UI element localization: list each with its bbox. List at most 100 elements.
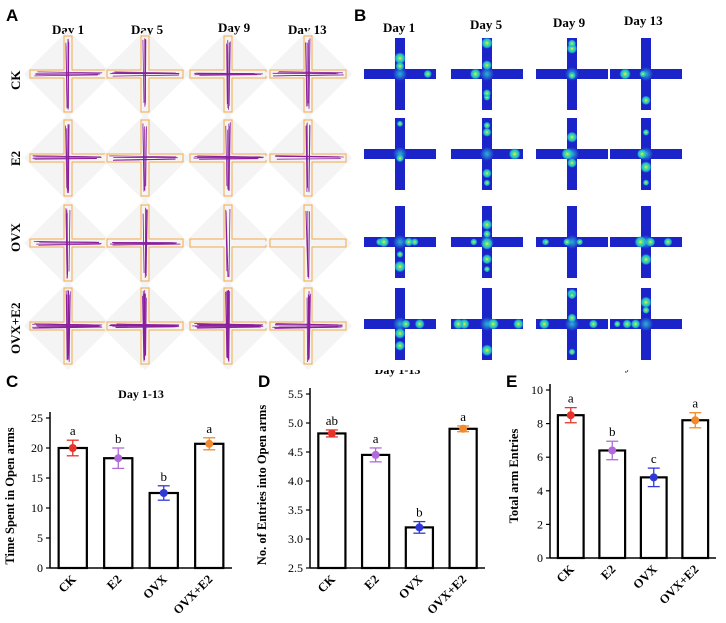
tracking-plot — [184, 30, 272, 118]
panel-letter-a: A — [6, 6, 19, 25]
heatmap-plot — [451, 288, 524, 360]
heatmap-plot — [610, 206, 682, 278]
bar — [103, 457, 134, 570]
chart-c: Day 1-13 Time Spent in Open arms 0 5 10 15 20 2… — [3, 387, 232, 617]
x-tick-label: E2 — [598, 562, 618, 582]
y-axis-label: Total arm Entries — [507, 429, 521, 524]
significance-letter: a — [70, 423, 76, 438]
heatmap-plot — [536, 206, 608, 278]
bar — [448, 427, 478, 570]
y-tick-label: 3.0 — [288, 532, 303, 546]
x-tick-label: OVX+E2 — [424, 572, 469, 617]
bar — [360, 453, 391, 570]
y-tick-label: 4.5 — [288, 445, 303, 459]
y-tick-label: 5.5 — [288, 387, 303, 401]
y-tick-label: 10 — [531, 383, 543, 397]
mean-point — [691, 416, 700, 425]
heatmap-plot — [610, 38, 682, 110]
heatmap-plot — [364, 206, 436, 278]
bar — [317, 432, 347, 570]
y-tick-label: 2.5 — [288, 561, 303, 575]
tracking-plot — [264, 30, 352, 118]
mean-point — [327, 429, 336, 438]
tracking-plot — [24, 30, 112, 118]
y-tick-label: 5.0 — [288, 416, 303, 430]
x-tick-label: OVX — [630, 562, 660, 592]
y-axis-label: No. of Entries into Open arms — [255, 405, 269, 566]
chart-title: Day 1-13 — [118, 387, 164, 401]
heatmap-plot — [364, 288, 436, 360]
day-label-a-5: Day 5 — [131, 22, 164, 37]
significance-letter: c — [651, 451, 657, 466]
mean-point — [371, 450, 380, 459]
y-tick-label: 4.0 — [288, 474, 303, 488]
tracking-plot — [264, 282, 352, 370]
heatmap-plot — [610, 288, 682, 360]
tracking-plot — [184, 282, 272, 370]
tracking-plot — [101, 199, 189, 287]
y-tick-label: 15 — [31, 471, 43, 485]
day-label-b-9: Day 9 — [553, 15, 586, 30]
day-label-b-5: Day 5 — [470, 17, 503, 32]
x-tick-label: OVX — [140, 572, 170, 602]
tracking-plot — [264, 114, 352, 202]
tracking-plot — [184, 114, 272, 202]
bar — [57, 446, 88, 570]
panel-letter-b: B — [354, 6, 367, 25]
y-tick-label: 6 — [537, 450, 543, 464]
y-tick-label: 3.5 — [288, 503, 303, 517]
mean-point — [68, 444, 77, 452]
heatmap-plot — [536, 118, 608, 190]
x-tick-label: E2 — [104, 572, 124, 592]
x-tick-label: CK — [315, 572, 338, 595]
heatmap-plot — [451, 37, 523, 110]
panel-letter-d: D — [258, 372, 271, 391]
significance-letter: b — [609, 424, 616, 439]
y-tick-label: 2 — [537, 517, 543, 531]
bar — [598, 449, 627, 560]
tracking-plot — [24, 114, 112, 202]
mean-point — [159, 489, 168, 497]
mean-point — [608, 446, 617, 455]
tracking-plot — [184, 199, 272, 287]
bar — [681, 419, 710, 560]
significance-letter: b — [115, 431, 122, 446]
tracking-plot — [264, 199, 352, 287]
heatmap-plot — [536, 38, 608, 110]
y-tick-label: 8 — [537, 417, 543, 431]
x-tick-label: CK — [554, 562, 577, 585]
mean-point — [114, 454, 123, 463]
y-tick-label: 20 — [31, 441, 43, 455]
bar — [556, 414, 585, 560]
x-tick-label: OVX — [396, 572, 426, 602]
y-tick-label: 25 — [31, 411, 43, 425]
chart-e: Day 1-13 Total arm Entries 0 2 4 6 8 10 a CK b E2 c O… — [507, 370, 716, 607]
day-label-a-1: Day 1 — [52, 22, 85, 37]
significance-letter: a — [206, 421, 212, 436]
chart-title: Day 1-13 — [610, 370, 656, 373]
mean-point — [415, 523, 424, 532]
heatmap-plot — [364, 38, 436, 110]
y-tick-label: 10 — [31, 501, 43, 515]
day-label-b-1: Day 1 — [383, 20, 416, 35]
heatmap-plot — [536, 288, 608, 360]
y-tick-label: 4 — [537, 484, 543, 498]
heatmap-plot — [451, 206, 523, 278]
heatmap-grid — [364, 37, 682, 360]
tracking-plot — [24, 199, 112, 287]
heatmap-plot — [451, 118, 523, 190]
y-tick-label: 5 — [37, 531, 43, 545]
mean-point — [205, 439, 214, 448]
day-label-a-9: Day 9 — [218, 20, 251, 35]
tracking-plot — [101, 30, 189, 118]
chart-d: Day 1-13 No. of Entries into Open arms 2.5… — [255, 370, 485, 617]
day-label-b-13: Day 13 — [624, 13, 663, 28]
heatmap-plot — [364, 118, 436, 190]
x-tick-label: CK — [56, 572, 79, 595]
significance-letter: ab — [326, 413, 338, 428]
significance-letter: a — [692, 396, 698, 411]
bar — [194, 442, 225, 570]
tracking-grid — [24, 30, 352, 370]
panel-letter-c: C — [6, 372, 19, 391]
significance-letter: a — [460, 409, 466, 424]
